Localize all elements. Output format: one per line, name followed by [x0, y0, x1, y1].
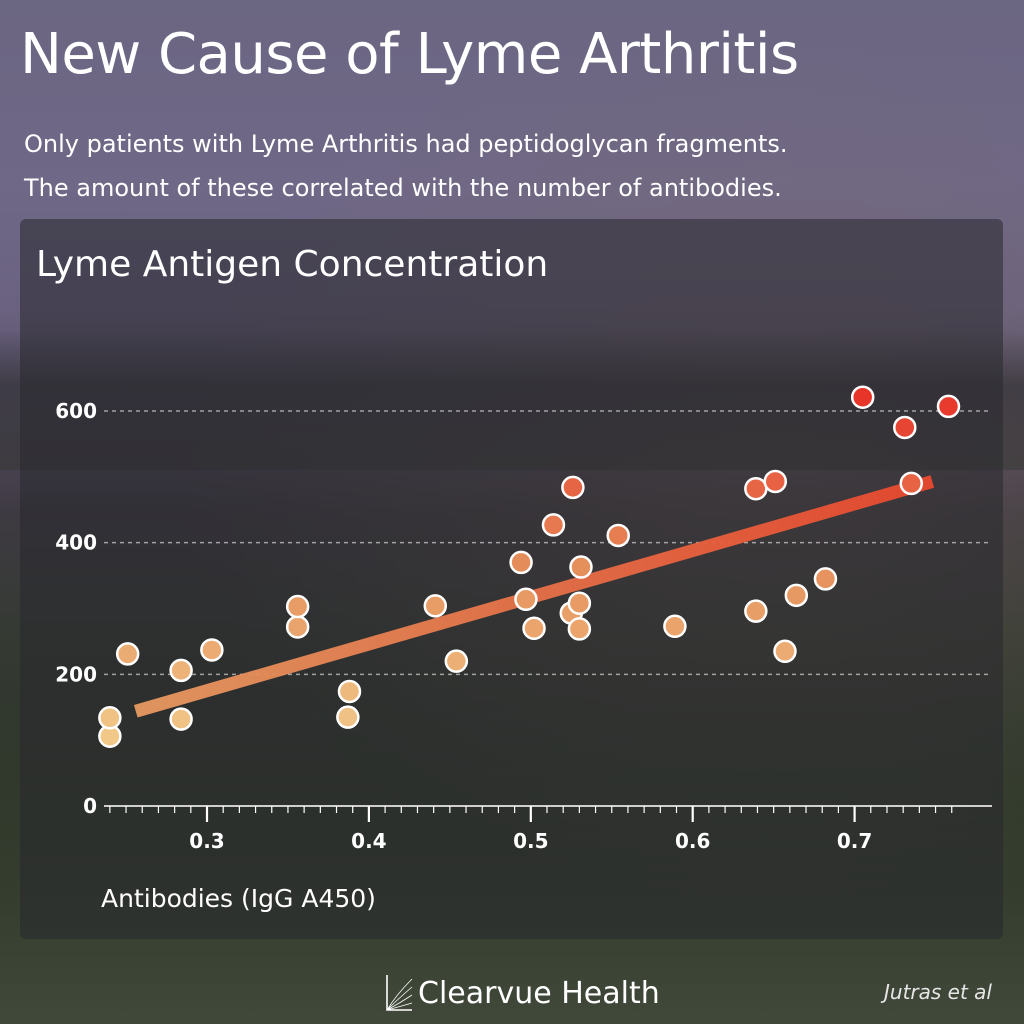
data-point	[663, 614, 687, 639]
y-tick-label: 400	[55, 531, 97, 555]
brand-name: Clearvue Health	[418, 975, 660, 1011]
data-point	[567, 617, 592, 641]
data-point	[509, 550, 533, 575]
clearvue-logo-icon	[386, 975, 413, 1011]
data-point	[744, 599, 768, 623]
page-title: New Cause of Lyme Arthritis	[20, 22, 799, 87]
data-point	[444, 649, 469, 673]
data-point	[813, 567, 838, 591]
chart-title: Lyme Antigen Concentration	[36, 244, 549, 285]
data-point	[567, 591, 592, 615]
data-point	[337, 679, 362, 704]
data-point	[285, 615, 310, 639]
data-point	[336, 705, 360, 729]
x-tick-label: 0.6	[675, 829, 710, 853]
subtitle-line-1: Only patients with Lyme Arthritis had pe…	[24, 130, 788, 158]
data-point	[514, 587, 538, 612]
y-axis: 0 200 400 600	[55, 399, 97, 818]
y-tick-label: 600	[55, 399, 97, 423]
y-tick-label: 200	[55, 662, 97, 686]
x-tick-label: 0.5	[513, 829, 548, 853]
x-tick-label: 0.3	[189, 829, 224, 853]
data-point	[541, 513, 566, 537]
data-point	[893, 415, 917, 440]
data-point	[561, 475, 585, 500]
x-axis: 0.3 0.4 0.5 0.6 0.7	[104, 805, 992, 853]
data-points	[98, 385, 961, 748]
data-point	[98, 706, 122, 730]
data-point	[569, 555, 593, 579]
data-point	[850, 385, 875, 409]
data-point	[522, 616, 546, 641]
data-point	[936, 394, 961, 419]
x-tick-label: 0.4	[351, 829, 386, 853]
x-axis-label: Antibodies (IgG A450)	[101, 884, 376, 913]
subtitle-line-2: The amount of these correlated with the …	[24, 174, 782, 202]
data-point	[744, 476, 768, 501]
data-point	[200, 638, 224, 662]
chart-panel	[20, 219, 1003, 939]
data-point	[169, 658, 193, 683]
data-point	[899, 471, 924, 496]
data-point	[423, 594, 448, 618]
data-point	[169, 707, 193, 731]
data-point	[606, 523, 630, 548]
data-point	[773, 639, 797, 664]
data-point	[784, 583, 809, 608]
x-tick-label: 0.7	[837, 829, 872, 853]
source-citation: Jutras et al	[884, 980, 992, 1004]
y-tick-label: 0	[83, 794, 97, 818]
data-point	[285, 594, 310, 619]
brand: Clearvue Health	[384, 970, 660, 1016]
page-subtitle: Only patients with Lyme Arthritis had pe…	[24, 122, 788, 210]
grid-lines	[104, 410, 992, 676]
data-point	[115, 642, 140, 666]
data-point	[763, 469, 788, 494]
